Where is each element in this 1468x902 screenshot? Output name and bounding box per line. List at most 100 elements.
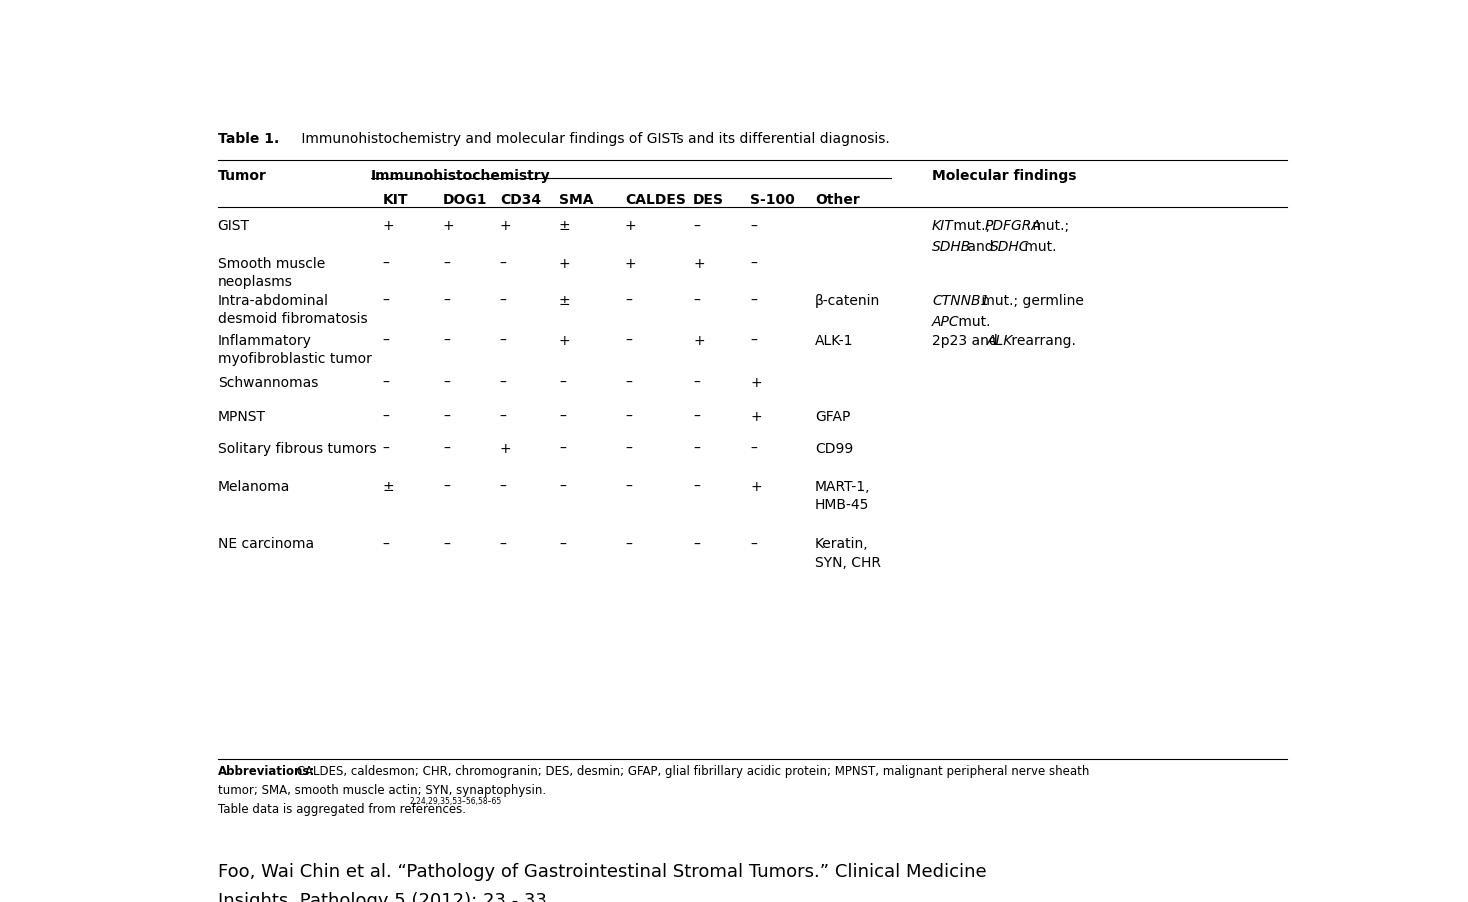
Text: –: – bbox=[559, 538, 565, 551]
Text: –: – bbox=[383, 294, 389, 308]
Text: SMA: SMA bbox=[559, 193, 593, 207]
Text: –: – bbox=[693, 294, 700, 308]
Text: –: – bbox=[559, 376, 565, 391]
Text: Other: Other bbox=[815, 193, 860, 207]
Text: –: – bbox=[750, 257, 757, 271]
Text: –: – bbox=[499, 480, 506, 493]
Text: Molecular findings: Molecular findings bbox=[932, 170, 1076, 183]
Text: mut.: mut. bbox=[954, 315, 989, 328]
Text: SDHB: SDHB bbox=[932, 240, 972, 254]
Text: –: – bbox=[625, 410, 631, 424]
Text: NE carcinoma: NE carcinoma bbox=[217, 538, 314, 551]
Text: –: – bbox=[625, 442, 631, 456]
Text: –: – bbox=[383, 376, 389, 391]
Text: –: – bbox=[693, 480, 700, 493]
Text: and: and bbox=[963, 240, 998, 254]
Text: –: – bbox=[750, 294, 757, 308]
Text: +: + bbox=[693, 257, 705, 271]
Text: Table data is aggregated from references.: Table data is aggregated from references… bbox=[217, 804, 465, 816]
Text: Melanoma: Melanoma bbox=[217, 480, 291, 493]
Text: SDHC: SDHC bbox=[989, 240, 1029, 254]
Text: –: – bbox=[383, 334, 389, 348]
Text: –: – bbox=[750, 334, 757, 348]
Text: β-catenin: β-catenin bbox=[815, 294, 881, 308]
Text: mut.; germline: mut.; germline bbox=[976, 294, 1083, 308]
Text: Keratin,
SYN, CHR: Keratin, SYN, CHR bbox=[815, 538, 881, 570]
Text: –: – bbox=[750, 219, 757, 234]
Text: +: + bbox=[559, 334, 571, 348]
Text: Immunohistochemistry and molecular findings of GISTs and its differential diagno: Immunohistochemistry and molecular findi… bbox=[297, 132, 890, 146]
Text: MART-1,
HMB-45: MART-1, HMB-45 bbox=[815, 480, 871, 512]
Text: –: – bbox=[625, 334, 631, 348]
Text: Tumor: Tumor bbox=[217, 170, 267, 183]
Text: –: – bbox=[693, 410, 700, 424]
Text: Immunohistochemistry: Immunohistochemistry bbox=[371, 170, 550, 183]
Text: rearrang.: rearrang. bbox=[1007, 334, 1076, 348]
Text: –: – bbox=[693, 376, 700, 391]
Text: Inflammatory
myofibroblastic tumor: Inflammatory myofibroblastic tumor bbox=[217, 334, 371, 366]
Text: +: + bbox=[750, 410, 762, 424]
Text: CALDES, caldesmon; CHR, chromogranin; DES, desmin; GFAP, glial fibrillary acidic: CALDES, caldesmon; CHR, chromogranin; DE… bbox=[294, 765, 1089, 778]
Text: S-100: S-100 bbox=[750, 193, 794, 207]
Text: mut.;: mut.; bbox=[1028, 219, 1069, 234]
Text: –: – bbox=[443, 538, 449, 551]
Text: +: + bbox=[383, 219, 395, 234]
Text: –: – bbox=[693, 442, 700, 456]
Text: Abbreviations:: Abbreviations: bbox=[217, 765, 314, 778]
Text: APC: APC bbox=[932, 315, 960, 328]
Text: GFAP: GFAP bbox=[815, 410, 850, 424]
Text: CTNNB1: CTNNB1 bbox=[932, 294, 989, 308]
Text: –: – bbox=[499, 334, 506, 348]
Text: –: – bbox=[750, 538, 757, 551]
Text: CD34: CD34 bbox=[499, 193, 540, 207]
Text: GIST: GIST bbox=[217, 219, 250, 234]
Text: –: – bbox=[443, 480, 449, 493]
Text: +: + bbox=[499, 442, 511, 456]
Text: –: – bbox=[625, 376, 631, 391]
Text: Intra-abdominal
desmoid fibromatosis: Intra-abdominal desmoid fibromatosis bbox=[217, 294, 367, 327]
Text: –: – bbox=[693, 538, 700, 551]
Text: –: – bbox=[499, 410, 506, 424]
Text: –: – bbox=[443, 410, 449, 424]
Text: Smooth muscle
neoplasms: Smooth muscle neoplasms bbox=[217, 257, 324, 290]
Text: +: + bbox=[625, 219, 637, 234]
Text: ±: ± bbox=[383, 480, 395, 493]
Text: –: – bbox=[625, 294, 631, 308]
Text: –: – bbox=[383, 410, 389, 424]
Text: –: – bbox=[443, 257, 449, 271]
Text: –: – bbox=[625, 480, 631, 493]
Text: CALDES: CALDES bbox=[625, 193, 686, 207]
Text: –: – bbox=[383, 442, 389, 456]
Text: Schwannomas: Schwannomas bbox=[217, 376, 319, 391]
Text: MPNST: MPNST bbox=[217, 410, 266, 424]
Text: Foo, Wai Chin et al. “Pathology of Gastrointestinal Stromal Tumors.” Clinical Me: Foo, Wai Chin et al. “Pathology of Gastr… bbox=[217, 862, 986, 902]
Text: –: – bbox=[499, 376, 506, 391]
Text: mut.;: mut.; bbox=[948, 219, 994, 234]
Text: PDFGRA: PDFGRA bbox=[984, 219, 1041, 234]
Text: –: – bbox=[559, 480, 565, 493]
Text: ALK-1: ALK-1 bbox=[815, 334, 853, 348]
Text: +: + bbox=[559, 257, 571, 271]
Text: CD99: CD99 bbox=[815, 442, 853, 456]
Text: mut.: mut. bbox=[1020, 240, 1057, 254]
Text: –: – bbox=[559, 410, 565, 424]
Text: –: – bbox=[383, 538, 389, 551]
Text: KIT: KIT bbox=[932, 219, 954, 234]
Text: –: – bbox=[383, 257, 389, 271]
Text: –: – bbox=[750, 442, 757, 456]
Text: 2,24,29,35,53–56,58–65: 2,24,29,35,53–56,58–65 bbox=[410, 796, 502, 805]
Text: –: – bbox=[625, 538, 631, 551]
Text: –: – bbox=[443, 376, 449, 391]
Text: DES: DES bbox=[693, 193, 724, 207]
Text: DOG1: DOG1 bbox=[443, 193, 487, 207]
Text: –: – bbox=[443, 442, 449, 456]
Text: +: + bbox=[750, 480, 762, 493]
Text: –: – bbox=[693, 219, 700, 234]
Text: tumor; SMA, smooth muscle actin; SYN, synaptophysin.: tumor; SMA, smooth muscle actin; SYN, sy… bbox=[217, 784, 546, 797]
Text: –: – bbox=[559, 442, 565, 456]
Text: KIT: KIT bbox=[383, 193, 408, 207]
Text: –: – bbox=[499, 257, 506, 271]
Text: –: – bbox=[499, 294, 506, 308]
Text: –: – bbox=[443, 334, 449, 348]
Text: ±: ± bbox=[559, 294, 571, 308]
